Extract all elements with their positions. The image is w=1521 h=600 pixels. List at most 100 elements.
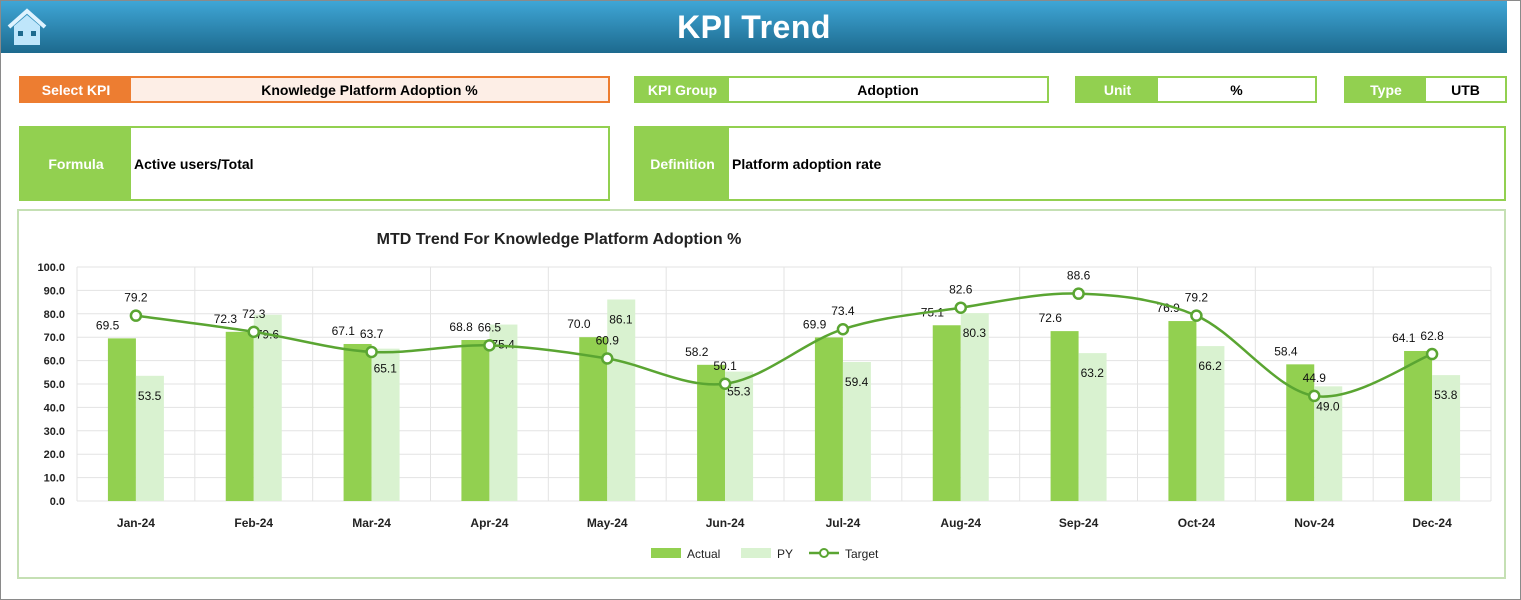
kpi-group-field: KPI Group Adoption [634, 76, 1049, 103]
data-label-py: 80.3 [963, 326, 987, 340]
x-tick-label: Jul-24 [826, 516, 861, 530]
bar-py [253, 314, 282, 501]
bar-py [371, 348, 400, 501]
target-marker [954, 301, 967, 314]
data-label-actual: 70.0 [567, 317, 591, 331]
y-tick-label: 40.0 [44, 402, 65, 414]
y-tick-label: 30.0 [44, 426, 65, 438]
data-label-actual: 58.4 [1274, 344, 1298, 358]
unit-value: % [1230, 81, 1243, 98]
formula-field: Formula Active users/Total [19, 126, 610, 201]
target-marker [1425, 347, 1439, 361]
y-tick-label: 0.0 [50, 496, 65, 508]
legend-actual-label: Actual [687, 547, 720, 561]
data-label-py: 63.2 [1081, 366, 1105, 380]
target-marker [129, 309, 143, 322]
bar-actual [461, 340, 490, 501]
definition-value: Platform adoption rate [732, 155, 882, 172]
home-icon[interactable] [7, 7, 47, 47]
select-kpi-label: Select KPI [21, 78, 131, 101]
x-tick-label: Oct-24 [1178, 516, 1216, 530]
data-label-actual: 72.6 [1039, 311, 1063, 325]
y-tick-label: 100.0 [37, 262, 65, 274]
target-marker [836, 322, 850, 336]
data-label-target: 50.1 [713, 359, 737, 373]
data-label-target: 82.6 [949, 283, 973, 297]
bar-actual [107, 338, 136, 501]
bar-actual [225, 331, 254, 501]
x-tick-label: Mar-24 [352, 516, 391, 530]
formula-label: Formula [21, 128, 131, 199]
bar-actual [814, 337, 843, 501]
bar-actual [579, 337, 608, 501]
target-marker [1308, 389, 1321, 403]
data-label-target: 79.2 [1185, 291, 1209, 305]
data-label-py: 49.0 [1316, 399, 1340, 413]
y-tick-label: 90.0 [44, 285, 65, 297]
legend: Actual PY Target [651, 547, 879, 561]
x-tick-label: May-24 [587, 516, 628, 530]
data-label-actual: 72.3 [214, 312, 238, 326]
data-label-target: 44.9 [1303, 371, 1327, 385]
data-label-actual: 69.9 [803, 317, 827, 331]
header-bar: KPI Trend [1, 1, 1507, 53]
data-label-py: 59.4 [845, 375, 869, 389]
x-tick-label: Jan-24 [117, 516, 155, 530]
y-tick-label: 10.0 [44, 473, 65, 485]
target-marker [601, 352, 614, 365]
type-label: Type [1346, 78, 1426, 101]
data-label-actual: 58.2 [685, 345, 709, 359]
data-label-actual: 68.8 [449, 320, 473, 334]
y-tick-label: 80.0 [44, 309, 65, 321]
definition-field: Definition Platform adoption rate [634, 126, 1506, 201]
target-marker [718, 377, 732, 391]
unit-field: Unit % [1075, 76, 1317, 103]
data-label-target: 73.4 [831, 304, 855, 318]
select-kpi-dropdown[interactable]: Knowledge Platform Adoption % [131, 78, 608, 101]
kpi-group-value: Adoption [857, 81, 919, 98]
bar-py [960, 313, 989, 501]
kpi-group-label: KPI Group [636, 78, 729, 101]
x-tick-label: Jun-24 [706, 516, 745, 530]
select-kpi-field[interactable]: Select KPI Knowledge Platform Adoption % [19, 76, 610, 103]
bar-py [1314, 386, 1343, 501]
type-value: UTB [1451, 81, 1480, 98]
trend-chart: MTD Trend For Knowledge Platform Adoptio… [17, 209, 1506, 579]
legend-target-marker [819, 548, 829, 558]
x-tick-label: Apr-24 [470, 516, 508, 530]
chart-svg: MTD Trend For Knowledge Platform Adoptio… [37, 231, 1492, 561]
chart-title: MTD Trend For Knowledge Platform Adoptio… [377, 231, 742, 248]
bar-actual [1404, 351, 1433, 501]
data-label-actual: 64.1 [1392, 331, 1416, 345]
data-label-target: 72.3 [242, 307, 266, 321]
data-label-target: 79.2 [124, 291, 148, 305]
data-label-py: 86.1 [609, 313, 633, 327]
target-marker [1072, 287, 1085, 300]
bar-actual [932, 325, 961, 501]
data-label-py: 53.5 [138, 389, 162, 403]
data-label-py: 65.1 [374, 362, 398, 376]
target-marker [1190, 309, 1203, 322]
bar-py [1196, 346, 1225, 501]
data-label-target: 88.6 [1067, 269, 1091, 283]
bar-py [1078, 353, 1107, 501]
x-tick-label: Nov-24 [1294, 516, 1334, 530]
x-tick-label: Sep-24 [1059, 516, 1099, 530]
type-field: Type UTB [1344, 76, 1507, 103]
target-marker [365, 345, 378, 359]
data-label-py: 66.2 [1198, 359, 1222, 373]
legend-py-label: PY [777, 547, 793, 561]
formula-value: Active users/Total [134, 155, 254, 172]
unit-label: Unit [1077, 78, 1158, 101]
x-tick-label: Dec-24 [1412, 516, 1452, 530]
bar-py [725, 371, 754, 501]
definition-label: Definition [636, 128, 729, 199]
bar-actual [1168, 321, 1197, 501]
legend-target-label: Target [845, 547, 879, 561]
data-label-py: 75.4 [491, 338, 515, 352]
bar-py [135, 375, 164, 501]
data-label-target: 62.8 [1420, 329, 1444, 343]
bar-actual [343, 343, 372, 501]
y-tick-label: 60.0 [44, 356, 65, 368]
data-label-target: 63.7 [360, 327, 384, 341]
